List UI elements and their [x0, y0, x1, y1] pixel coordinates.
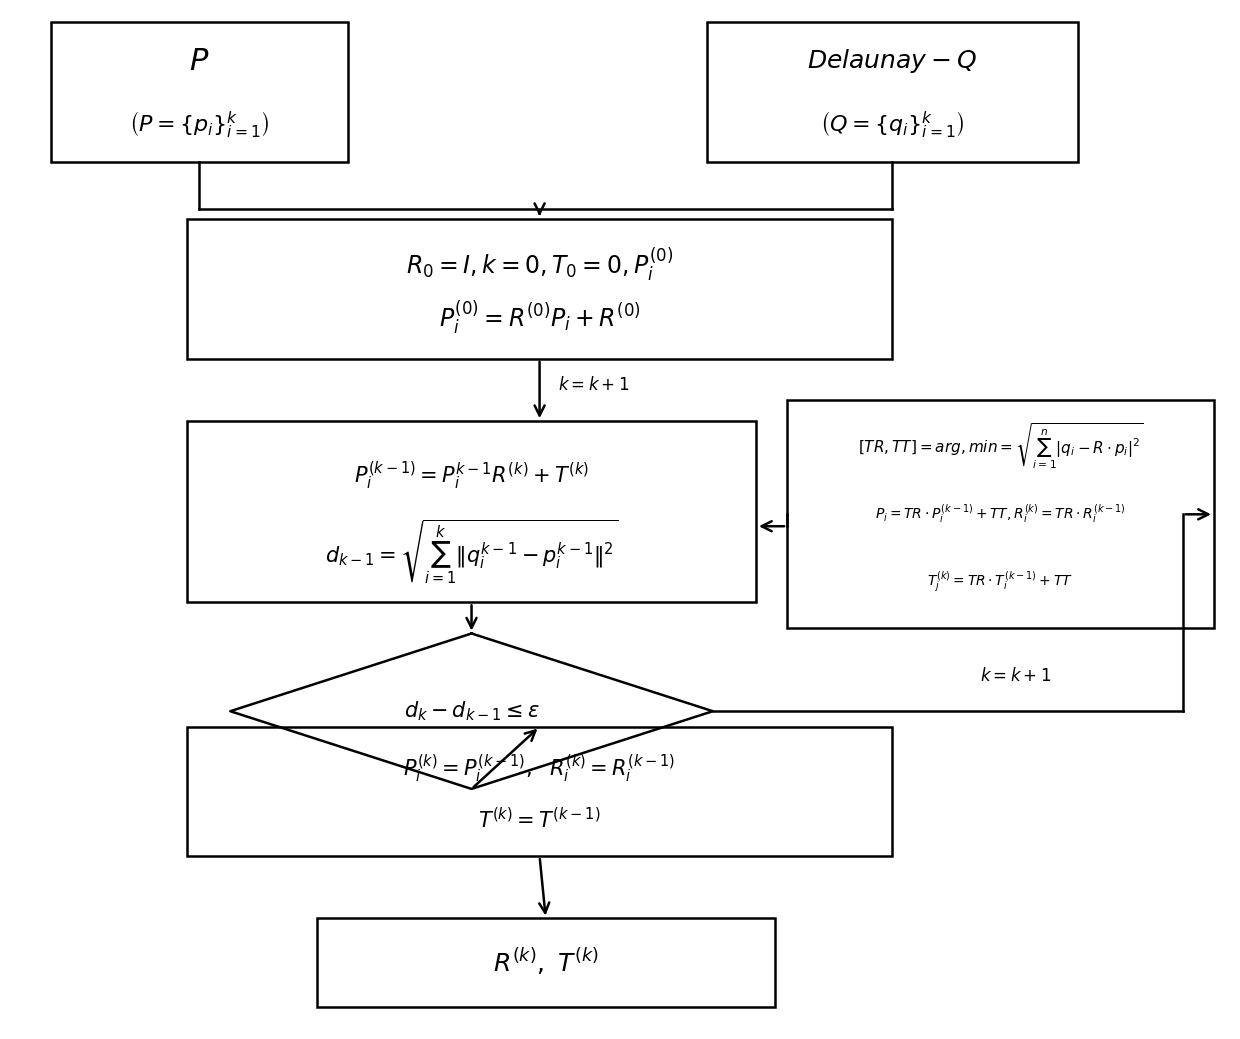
- Bar: [51, 22, 347, 162]
- Bar: [187, 421, 756, 603]
- Text: $\mathit{P_i^{(k-1)}=P_i^{k-1}R^{(k)}+T^{(k)}}$: $\mathit{P_i^{(k-1)}=P_i^{k-1}R^{(k)}+T^…: [355, 459, 589, 491]
- Text: $\mathit{P_i^{(k)}=P_i^{(k-1)},\ \ R_i^{(k)}=R_i^{(k-1)}}$: $\mathit{P_i^{(k)}=P_i^{(k-1)},\ \ R_i^{…: [403, 752, 676, 784]
- Text: $k=k+1$: $k=k+1$: [558, 376, 630, 394]
- Text: $\mathit{R_0=I,k=0,T_0=0,P_i^{(0)}}$: $\mathit{R_0=I,k=0,T_0=0,P_i^{(0)}}$: [405, 245, 673, 283]
- Text: $\mathit{P_i^{(0)}=R^{(0)}P_i+R^{(0)}}$: $\mathit{P_i^{(0)}=R^{(0)}P_i+R^{(0)}}$: [439, 298, 641, 336]
- Bar: [187, 726, 893, 856]
- Text: $\mathit{T^{(k)}=T^{(k-1)}}$: $\mathit{T^{(k)}=T^{(k-1)}}$: [479, 807, 601, 832]
- Text: $\mathit{R^{(k)},\ T^{(k)}}$: $\mathit{R^{(k)},\ T^{(k)}}$: [494, 947, 599, 979]
- Bar: [317, 918, 775, 1007]
- Text: $\mathit{[TR,TT]=arg,min=\sqrt{\sum_{i=1}^{n}|q_i-R\cdot p_i|^2}}$: $\mathit{[TR,TT]=arg,min=\sqrt{\sum_{i=1…: [858, 421, 1143, 471]
- Text: $\mathit{d_k-d_{k-1}\leq\varepsilon}$: $\mathit{d_k-d_{k-1}\leq\varepsilon}$: [404, 699, 539, 723]
- Text: $\mathit{T_j^{(k)}=TR\cdot T_i^{(k-1)}+TT}$: $\mathit{T_j^{(k)}=TR\cdot T_i^{(k-1)}+T…: [928, 570, 1074, 595]
- Text: $\mathit{Delaunay-Q}$: $\mathit{Delaunay-Q}$: [807, 48, 977, 75]
- Text: $\left(\mathit{Q}=\{\mathit{q}_i\}_{i=1}^k\right)$: $\left(\mathit{Q}=\{\mathit{q}_i\}_{i=1}…: [820, 109, 965, 139]
- Text: $\mathit{P}$: $\mathit{P}$: [190, 47, 210, 76]
- Text: $\left(\mathit{P}=\{\mathit{p}_i\}_{i=1}^k\right)$: $\left(\mathit{P}=\{\mathit{p}_i\}_{i=1}…: [129, 109, 269, 139]
- Bar: [187, 219, 893, 358]
- Bar: [707, 22, 1078, 162]
- Bar: [787, 400, 1214, 629]
- Text: $\mathit{d_{k-1}=\sqrt{\sum_{i=1}^{k}\|q_i^{k-1}-p_i^{k-1}\|^2}}$: $\mathit{d_{k-1}=\sqrt{\sum_{i=1}^{k}\|q…: [325, 517, 619, 586]
- Text: $\mathit{P_i=TR\cdot P_i^{(k-1)}+TT,R_i^{(k)}=TR\cdot R_i^{(k-1)}}$: $\mathit{P_i=TR\cdot P_i^{(k-1)}+TT,R_i^…: [875, 503, 1126, 526]
- Text: $k=k+1$: $k=k+1$: [981, 667, 1052, 686]
- Polygon shape: [231, 634, 713, 789]
